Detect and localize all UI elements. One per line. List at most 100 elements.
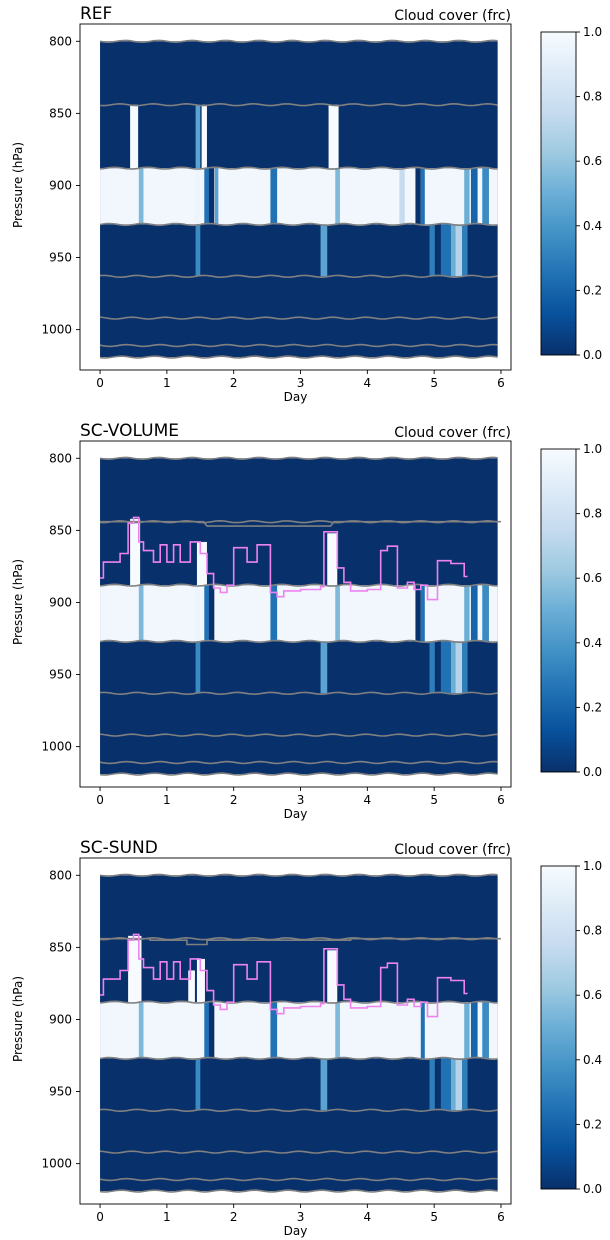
x-axis-label: Day <box>284 807 308 821</box>
colorbar-tick-label: 0.6 <box>583 988 602 1002</box>
heatmap-cell-2 <box>196 958 205 1003</box>
x-axis-label: Day <box>284 1224 308 1238</box>
level-line-1 <box>99 102 498 107</box>
level-line-4 <box>99 691 498 696</box>
colorbar-tick-label: 0.8 <box>583 507 602 521</box>
level-line-0 <box>99 873 498 878</box>
y-tick-label: 1000 <box>41 1157 72 1171</box>
heatmap-cell-6 <box>208 1002 215 1059</box>
trace-line <box>100 516 468 601</box>
x-tick-label: 2 <box>230 1210 238 1224</box>
heatmap-cell-14 <box>320 1058 328 1111</box>
cloud-layer <box>100 168 498 225</box>
colorbar-tick-label: 0.8 <box>583 924 602 938</box>
level-line-3 <box>99 639 498 644</box>
colorbar <box>540 448 577 773</box>
x-tick-label: 0 <box>96 1210 104 1224</box>
cloud-layer <box>100 1002 498 1059</box>
colorbar-tick-label: 0.2 <box>583 1117 602 1131</box>
y-axis-label: Pressure (hPa) <box>11 142 25 228</box>
x-tick-label: 4 <box>364 793 372 807</box>
x-tick-label: 5 <box>430 793 438 807</box>
y-axis-label: Pressure (hPa) <box>11 976 25 1062</box>
x-tick-label: 6 <box>497 793 505 807</box>
x-tick-label: 3 <box>297 793 305 807</box>
colorbar-tick-label: 0.0 <box>583 348 602 362</box>
heatmap-cell-10 <box>335 168 340 225</box>
plot-area <box>99 456 501 776</box>
heatmap-cell-12 <box>482 1002 489 1059</box>
x-tick-label: 1 <box>163 1210 171 1224</box>
colorbar-tick-label: 0.4 <box>583 636 602 650</box>
heatmap-cell-11 <box>464 585 470 642</box>
trace-line <box>100 933 468 1018</box>
heatmap-cell-20 <box>462 641 468 694</box>
heatmap-cell-17 <box>440 641 451 694</box>
heatmap-cell-2 <box>327 533 338 586</box>
level-line-6 <box>99 343 498 348</box>
heatmap-cell-20 <box>440 224 451 277</box>
heatmap-cell-11 <box>470 1002 478 1059</box>
plot-area <box>99 39 498 359</box>
colorbar-tick-label: 0.6 <box>583 571 602 585</box>
colorbar-tick-label: 1.0 <box>583 25 602 39</box>
level-line-6 <box>99 760 498 765</box>
heatmap-cell-6 <box>208 585 215 642</box>
chart-title: SC-VOLUME <box>80 421 179 441</box>
heatmap-cell-18 <box>455 1058 463 1111</box>
x-tick-label: 0 <box>96 376 104 390</box>
y-tick-label: 800 <box>49 868 72 882</box>
y-tick-label: 900 <box>49 178 72 192</box>
x-tick-label: 5 <box>430 376 438 390</box>
level-line-5 <box>99 316 498 320</box>
heatmap-cell-4 <box>138 1002 144 1059</box>
level-line-2 <box>99 1000 498 1004</box>
heatmap-cell-14 <box>464 168 470 225</box>
heatmap-cell-1 <box>196 541 207 586</box>
x-tick-label: 5 <box>430 1210 438 1224</box>
heatmap-cell-18 <box>450 641 456 694</box>
level-line-0 <box>99 39 498 44</box>
x-tick-label: 6 <box>497 376 505 390</box>
x-axis-label: Day <box>284 390 308 404</box>
x-tick-label: 4 <box>364 376 372 390</box>
heatmap-cell-5 <box>204 585 210 642</box>
heatmap-cell-3 <box>328 104 339 169</box>
x-tick-label: 4 <box>364 1210 372 1224</box>
y-tick-label: 950 <box>49 668 72 682</box>
y-axis-label: Pressure (hPa) <box>11 559 25 645</box>
y-tick-label: 1000 <box>41 740 72 754</box>
heatmap-cell-13 <box>482 585 489 642</box>
level-line-3 <box>99 222 498 227</box>
heatmap-cell-8 <box>335 1002 340 1059</box>
y-tick-label: 850 <box>49 523 72 537</box>
axes-frame <box>79 440 512 788</box>
heatmap-cell-16 <box>482 168 489 225</box>
level-line-6 <box>99 1177 498 1182</box>
x-tick-label: 3 <box>297 376 305 390</box>
heatmap-cell-9 <box>270 168 278 225</box>
level-line-5 <box>99 1150 498 1154</box>
axes-frame <box>79 23 512 371</box>
heatmap-cell-19 <box>429 224 435 277</box>
level-line-7 <box>99 1189 498 1193</box>
colorbar <box>540 865 577 1190</box>
heatmap-cell-10 <box>420 585 425 642</box>
heatmap-cell-12 <box>415 168 421 225</box>
heatmap-cell-1 <box>188 970 195 1003</box>
chart-title: REF <box>80 4 112 24</box>
level-line-2 <box>99 166 498 170</box>
heatmap-cell-15 <box>470 168 478 225</box>
level-line-5 <box>99 733 498 737</box>
heatmap-cell-12 <box>470 585 478 642</box>
heatmap-cell-18 <box>320 224 328 277</box>
y-tick-label: 800 <box>49 34 72 48</box>
heatmap-cell-3 <box>138 585 144 642</box>
colorbar <box>540 31 577 356</box>
colorbar-tick-label: 0.2 <box>583 700 602 714</box>
colorbar-tick-label: 1.0 <box>583 859 602 873</box>
heatmap-cell-5 <box>194 168 200 225</box>
heatmap-cell-13 <box>195 1058 201 1111</box>
heatmap-cell-22 <box>455 224 463 277</box>
